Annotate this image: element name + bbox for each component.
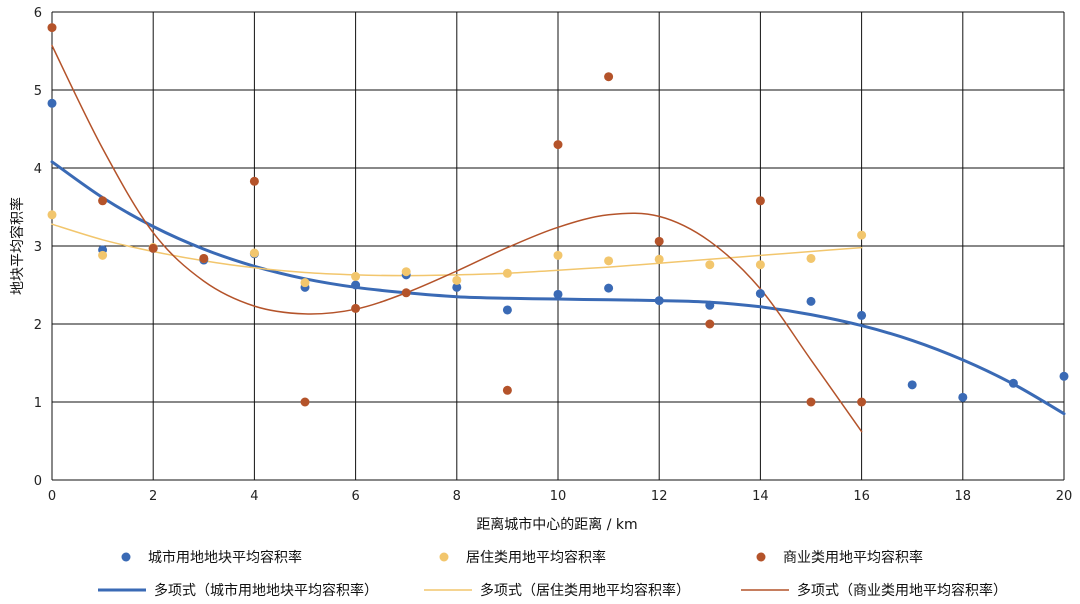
legend-label-series-1: 城市用地地块平均容积率 bbox=[148, 549, 302, 566]
point-series-3 bbox=[806, 397, 816, 407]
y-axis-label: 地块平均容积率 bbox=[9, 197, 26, 295]
x-tick-label: 14 bbox=[752, 489, 769, 504]
point-series-1 bbox=[907, 380, 917, 390]
x-tick-label: 4 bbox=[250, 489, 258, 504]
legend-label-series-2: 居住类用地平均容积率 bbox=[466, 549, 606, 566]
point-series-3 bbox=[351, 303, 361, 313]
point-series-3 bbox=[553, 140, 563, 150]
point-series-3 bbox=[249, 176, 259, 186]
point-series-1 bbox=[452, 282, 462, 292]
legend-marker-series-1 bbox=[121, 552, 131, 562]
point-series-1 bbox=[806, 296, 816, 306]
point-series-2 bbox=[300, 278, 310, 288]
legend-label-trendline-2: 多项式（居住类用地平均容积率） bbox=[480, 582, 690, 599]
legend-label-series-3: 商业类用地平均容积率 bbox=[783, 549, 923, 566]
point-series-1 bbox=[502, 305, 512, 315]
trendline-2 bbox=[51, 223, 863, 277]
x-tick-label: 16 bbox=[853, 489, 870, 504]
legend-marker-series-2 bbox=[439, 552, 449, 562]
point-series-3 bbox=[502, 385, 512, 395]
x-tick-label: 10 bbox=[550, 489, 567, 504]
trendline-3 bbox=[51, 44, 863, 433]
point-series-2 bbox=[47, 210, 57, 220]
legend: 城市用地地块平均容积率 居住类用地平均容积率 商业类用地平均容积率多项式（城市用地地… bbox=[98, 549, 1007, 599]
x-tick-label: 20 bbox=[1056, 489, 1073, 504]
point-series-2 bbox=[553, 250, 563, 260]
point-series-2 bbox=[654, 254, 664, 264]
point-series-3 bbox=[705, 319, 715, 329]
point-series-2 bbox=[502, 268, 512, 278]
point-series-2 bbox=[806, 253, 816, 263]
point-series-1 bbox=[958, 392, 968, 402]
y-tick-label: 2 bbox=[34, 318, 42, 333]
point-series-1 bbox=[351, 280, 361, 290]
x-tick-label: 6 bbox=[351, 489, 359, 504]
x-tick-label: 8 bbox=[453, 489, 461, 504]
y-tick-label: 0 bbox=[34, 474, 42, 489]
point-series-3 bbox=[98, 196, 108, 206]
point-series-3 bbox=[654, 236, 664, 246]
x-tick-label: 0 bbox=[48, 489, 56, 504]
point-series-2 bbox=[401, 267, 411, 277]
trendlines bbox=[50, 44, 1066, 433]
x-tick-label: 12 bbox=[651, 489, 668, 504]
point-series-2 bbox=[857, 230, 867, 240]
point-series-1 bbox=[553, 289, 563, 299]
legend-label-trendline-3: 多项式（商业类用地平均容积率） bbox=[797, 582, 1007, 599]
point-series-1 bbox=[705, 300, 715, 310]
point-series-1 bbox=[47, 98, 57, 108]
point-series-3 bbox=[604, 72, 614, 82]
point-series-3 bbox=[199, 253, 209, 263]
point-series-2 bbox=[452, 275, 462, 285]
point-series-1 bbox=[755, 289, 765, 299]
point-series-2 bbox=[604, 256, 614, 266]
point-series-3 bbox=[148, 243, 158, 253]
point-series-2 bbox=[755, 260, 765, 270]
x-tick-label: 18 bbox=[955, 489, 972, 504]
point-series-2 bbox=[705, 260, 715, 270]
point-series-2 bbox=[98, 250, 108, 260]
x-axis-label: 距离城市中心的距离 / km bbox=[476, 516, 637, 533]
point-series-3 bbox=[857, 397, 867, 407]
point-series-3 bbox=[47, 23, 57, 33]
point-series-1 bbox=[857, 310, 867, 320]
point-series-3 bbox=[300, 397, 310, 407]
point-series-1 bbox=[1008, 378, 1018, 388]
point-series-1 bbox=[1059, 371, 1069, 381]
point-series-2 bbox=[351, 271, 361, 281]
point-series-3 bbox=[755, 196, 765, 206]
point-series-1 bbox=[654, 296, 664, 306]
x-tick-label: 2 bbox=[149, 489, 157, 504]
y-tick-label: 5 bbox=[34, 84, 42, 99]
legend-label-trendline-1: 多项式（城市用地地块平均容积率） bbox=[154, 582, 378, 599]
y-tick-label: 3 bbox=[34, 240, 42, 255]
y-tick-label: 4 bbox=[34, 162, 42, 177]
grid bbox=[51, 11, 1065, 481]
data-points bbox=[47, 23, 1069, 407]
legend-marker-series-3 bbox=[756, 552, 766, 562]
point-series-3 bbox=[401, 288, 411, 298]
point-series-1 bbox=[604, 283, 614, 293]
trendline-1 bbox=[50, 160, 1066, 416]
point-series-2 bbox=[249, 248, 259, 258]
y-tick-label: 1 bbox=[34, 396, 42, 411]
y-tick-label: 6 bbox=[34, 6, 42, 21]
